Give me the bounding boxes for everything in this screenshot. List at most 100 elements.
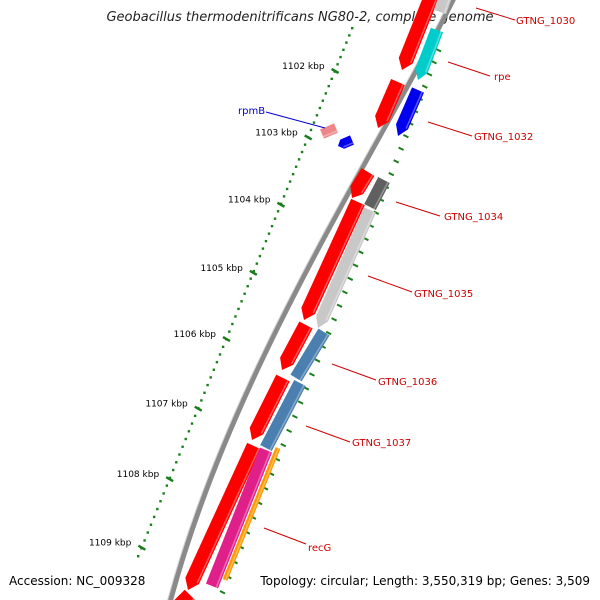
cds-gtng-1034	[350, 168, 375, 198]
ruler-dot	[187, 430, 191, 433]
ruler-dot	[184, 437, 187, 441]
ruler-dot	[146, 531, 149, 534]
ruler-dot	[212, 368, 216, 371]
track-tick	[357, 250, 364, 255]
cds-gtng-1032-shine	[386, 83, 404, 122]
ruler-dot	[273, 217, 277, 220]
ruler-dot	[178, 453, 181, 456]
ruler-dot	[152, 515, 156, 519]
ruler-dot	[168, 476, 172, 480]
ruler-dot	[258, 254, 262, 258]
inner-gtng-1036	[290, 328, 330, 382]
ruler-dot	[200, 399, 203, 402]
ruler-dot	[267, 232, 271, 235]
gene-label-gtng-1036: GTNG_1036	[378, 377, 437, 388]
genome-title: Geobacillus thermodenitrificans NG80-2, …	[106, 10, 494, 25]
ruler-dot	[327, 84, 330, 88]
ruler-tick-label: 1102 kbp	[282, 62, 325, 72]
cds-gtng-1035-shine	[312, 203, 364, 314]
track-tick	[398, 146, 405, 151]
rpmb-blue	[338, 135, 354, 149]
inner-gtng-1032-shine	[405, 91, 423, 129]
track-tick	[331, 317, 338, 322]
track-tick	[347, 276, 354, 281]
ruler-dot	[294, 165, 298, 168]
ruler-dot	[345, 41, 348, 44]
inner-rpe	[415, 27, 444, 80]
track-tick	[341, 290, 348, 295]
leader-line	[447, 61, 491, 77]
ruler-tick-label: 1106 kbp	[174, 330, 217, 340]
ruler-dot	[339, 55, 342, 59]
gene-label-rpe: rpe	[494, 72, 511, 83]
track-tick	[421, 84, 428, 89]
ruler-dot	[206, 383, 209, 387]
track-tick	[426, 72, 433, 77]
track-tick	[325, 330, 332, 336]
gene-label-gtng-1034: GTNG_1034	[444, 212, 503, 223]
ruler-dot	[171, 468, 175, 472]
cds-gtng-1037-shine	[260, 380, 289, 434]
gene-label-gtng-1035: GTNG_1035	[414, 289, 473, 300]
ruler-dot	[149, 523, 153, 526]
inner-gtng-1037	[260, 379, 306, 452]
track-tick	[280, 442, 287, 448]
gene-label-gtng-1032: GTNG_1032	[474, 132, 533, 143]
track-tick	[286, 428, 293, 433]
inner-gtng-1035	[316, 207, 376, 328]
ruler-dot	[270, 224, 274, 228]
inner-gtng-1030-shine	[443, 0, 450, 14]
ruler-dot	[231, 322, 234, 326]
ruler-tick-label: 1103 kbp	[255, 128, 298, 138]
ruler-dot	[291, 172, 295, 176]
track-tick	[431, 60, 437, 65]
ruler-dot	[246, 285, 249, 288]
track-tick	[393, 159, 400, 164]
ruler-dot	[243, 292, 246, 295]
track-tick	[314, 358, 321, 363]
ruler-dot	[156, 507, 159, 511]
inner-recg-magenta	[205, 447, 273, 589]
ruler-dot	[321, 99, 325, 102]
ruler-dot	[181, 445, 184, 448]
ruler-dot	[309, 128, 313, 132]
leader-line	[395, 201, 441, 217]
inner-gtng-1034	[364, 177, 390, 210]
ruler-dot	[209, 376, 212, 379]
ruler-dots	[137, 27, 354, 558]
ruler-major-tick	[137, 544, 146, 551]
track-tick	[291, 414, 298, 419]
ruler-dot	[218, 353, 222, 356]
gene-label-gtng-1037: GTNG_1037	[352, 438, 411, 449]
genome-summary-text: Topology: circular; Length: 3,550,319 bp…	[260, 574, 590, 588]
inner-recg-orange-shine	[224, 447, 280, 581]
ruler-dot	[330, 77, 333, 81]
ruler-dot	[312, 121, 316, 124]
track-tick	[435, 48, 442, 53]
ruler-dot	[318, 106, 322, 110]
leader-line	[265, 111, 326, 129]
ruler-dot	[282, 195, 286, 198]
ruler-major-tick	[330, 67, 340, 75]
inner-recg-magenta-shine	[215, 451, 271, 588]
ruler-dot	[255, 262, 259, 265]
ruler-dot	[300, 150, 304, 154]
ruler-tick-label: 1104 kbp	[228, 196, 271, 206]
genome-backbone-highlight	[167, 0, 451, 600]
inner-gtng-1030	[433, 0, 452, 15]
cds-gtng-1034-shine	[360, 174, 374, 194]
ruler-dot	[203, 391, 206, 394]
leader-line	[427, 121, 473, 137]
cds-gtng-1036-shine	[290, 327, 312, 365]
ruler-dot	[159, 500, 162, 503]
accession-text: Accession: NC_009328	[9, 574, 146, 588]
track-tick	[388, 171, 395, 177]
inner-gtng-1036-shine	[299, 333, 329, 381]
track-tick	[297, 400, 304, 405]
leader-line	[331, 363, 377, 381]
inner-gtng-1032	[396, 87, 424, 136]
ruler-dot	[348, 34, 351, 37]
ruler-major-tick	[194, 405, 203, 412]
ruler-dot	[288, 180, 292, 183]
